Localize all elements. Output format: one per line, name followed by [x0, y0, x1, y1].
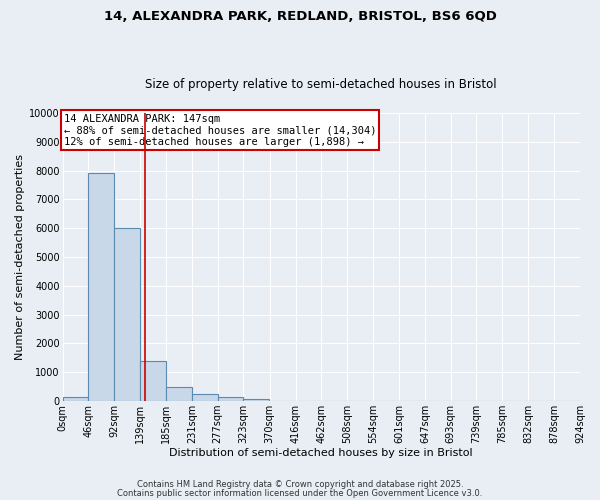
Bar	[244, 399, 269, 401]
Bar	[218, 396, 244, 401]
Text: Contains public sector information licensed under the Open Government Licence v3: Contains public sector information licen…	[118, 488, 482, 498]
Text: Contains HM Land Registry data © Crown copyright and database right 2025.: Contains HM Land Registry data © Crown c…	[137, 480, 463, 489]
Title: Size of property relative to semi-detached houses in Bristol: Size of property relative to semi-detach…	[145, 78, 497, 91]
Bar	[88, 174, 114, 401]
X-axis label: Distribution of semi-detached houses by size in Bristol: Distribution of semi-detached houses by …	[169, 448, 473, 458]
Bar	[192, 394, 218, 401]
Bar	[140, 360, 166, 401]
Text: 14, ALEXANDRA PARK, REDLAND, BRISTOL, BS6 6QD: 14, ALEXANDRA PARK, REDLAND, BRISTOL, BS…	[104, 10, 496, 23]
Bar	[62, 396, 88, 401]
Y-axis label: Number of semi-detached properties: Number of semi-detached properties	[15, 154, 25, 360]
Bar	[114, 228, 140, 401]
Bar	[166, 386, 192, 401]
Text: 14 ALEXANDRA PARK: 147sqm
← 88% of semi-detached houses are smaller (14,304)
12%: 14 ALEXANDRA PARK: 147sqm ← 88% of semi-…	[64, 114, 376, 147]
